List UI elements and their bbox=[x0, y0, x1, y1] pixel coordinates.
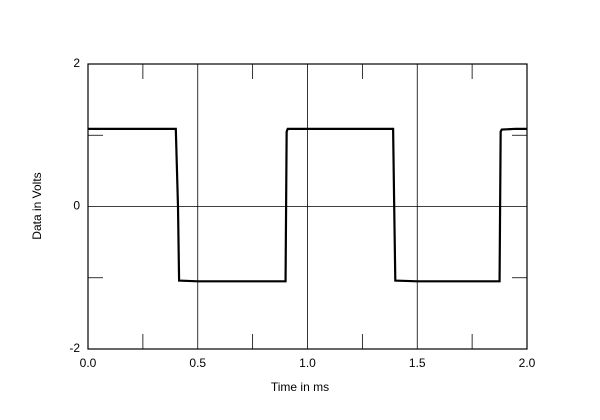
y-tick-label: -2 bbox=[69, 341, 80, 355]
x-tick-label: 0.0 bbox=[80, 356, 97, 370]
data-line bbox=[88, 127, 527, 283]
x-tick-label: 1.0 bbox=[299, 356, 316, 370]
x-tick-label: 2.0 bbox=[519, 356, 536, 370]
x-tick-label: 0.5 bbox=[189, 356, 206, 370]
y-tick-label: 0 bbox=[73, 199, 80, 213]
x-tick-label: 1.5 bbox=[409, 356, 426, 370]
x-axis-label: Time in ms bbox=[271, 380, 329, 394]
y-tick-label: 2 bbox=[73, 56, 80, 70]
y-axis-label: Data in Volts bbox=[30, 172, 44, 239]
